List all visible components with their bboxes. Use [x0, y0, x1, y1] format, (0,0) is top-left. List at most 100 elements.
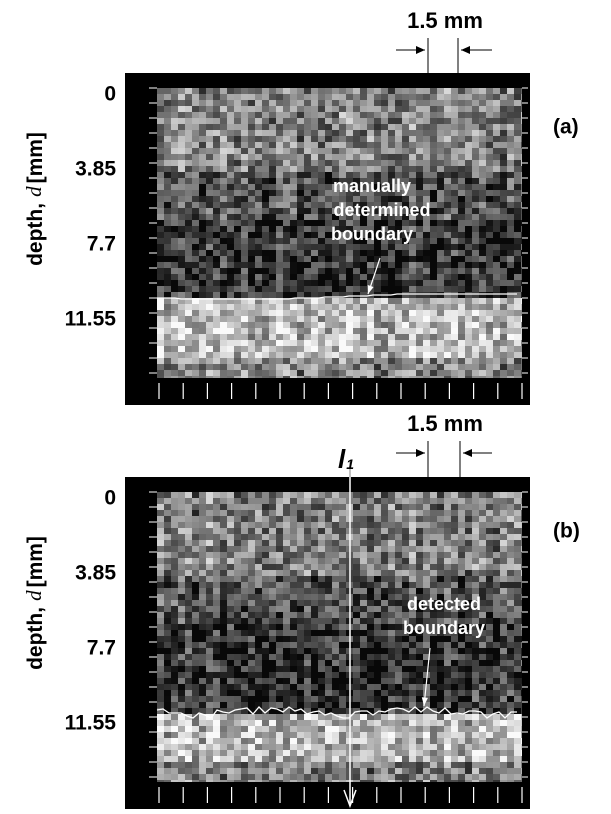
pixel	[339, 552, 346, 558]
pixel	[346, 136, 353, 142]
pixel	[507, 124, 514, 130]
pixel	[269, 612, 276, 618]
pixel	[171, 334, 178, 340]
pixel	[458, 528, 465, 534]
pixel	[430, 364, 437, 370]
pixel	[206, 618, 213, 624]
pixel	[416, 492, 423, 498]
pixel	[262, 202, 269, 208]
pixel	[409, 684, 416, 690]
pixel	[248, 256, 255, 262]
pixel	[500, 744, 507, 750]
pixel	[444, 690, 451, 696]
pixel	[283, 256, 290, 262]
pixel	[381, 160, 388, 166]
pixel	[444, 220, 451, 226]
pixel	[199, 636, 206, 642]
pixel	[248, 744, 255, 750]
pixel	[290, 196, 297, 202]
pixel	[402, 654, 409, 660]
pixel	[339, 696, 346, 702]
pixel	[199, 190, 206, 196]
pixel	[178, 516, 185, 522]
pixel	[185, 594, 192, 600]
pixel	[486, 100, 493, 106]
pixel	[164, 540, 171, 546]
pixel	[255, 172, 262, 178]
pixel	[234, 516, 241, 522]
pixel	[367, 118, 374, 124]
pixel	[269, 630, 276, 636]
pixel	[486, 94, 493, 100]
pixel	[339, 358, 346, 364]
pixel	[472, 552, 479, 558]
pixel	[171, 738, 178, 744]
pixel	[297, 558, 304, 564]
panel: 03.857.711.55depth,d[mm](b)1.5 mmdetecte…	[22, 411, 580, 809]
pixel	[248, 582, 255, 588]
pixel	[255, 106, 262, 112]
pixel	[220, 630, 227, 636]
pixel	[374, 720, 381, 726]
pixel	[360, 582, 367, 588]
pixel	[157, 130, 164, 136]
pixel	[381, 304, 388, 310]
pixel	[437, 726, 444, 732]
pixel	[185, 364, 192, 370]
pixel	[164, 238, 171, 244]
pixel	[206, 666, 213, 672]
pixel	[234, 684, 241, 690]
pixel	[437, 528, 444, 534]
pixel	[213, 202, 220, 208]
pixel	[500, 202, 507, 208]
pixel	[297, 202, 304, 208]
pixel	[444, 744, 451, 750]
pixel	[367, 570, 374, 576]
pixel	[227, 522, 234, 528]
pixel	[283, 364, 290, 370]
pixel	[199, 732, 206, 738]
pixel	[416, 142, 423, 148]
pixel	[514, 334, 521, 340]
pixel	[220, 370, 227, 376]
pixel	[416, 106, 423, 112]
pixel	[493, 154, 500, 160]
pixel	[325, 504, 332, 510]
pixel	[388, 624, 395, 630]
pixel	[269, 588, 276, 594]
pixel	[353, 540, 360, 546]
pixel	[332, 570, 339, 576]
pixel	[206, 624, 213, 630]
pixel	[157, 94, 164, 100]
pixel	[269, 618, 276, 624]
pixel	[507, 136, 514, 142]
pixel	[220, 178, 227, 184]
pixel	[248, 666, 255, 672]
pixel	[220, 148, 227, 154]
pixel	[388, 522, 395, 528]
pixel	[423, 376, 430, 378]
pixel	[486, 184, 493, 190]
pixel	[178, 190, 185, 196]
pixel	[269, 504, 276, 510]
pixel	[304, 528, 311, 534]
pixel	[444, 310, 451, 316]
pixel	[360, 352, 367, 358]
pixel	[213, 570, 220, 576]
pixel	[178, 600, 185, 606]
pixel	[507, 660, 514, 666]
pixel	[185, 726, 192, 732]
pixel	[395, 250, 402, 256]
pixel	[395, 148, 402, 154]
pixel	[234, 208, 241, 214]
pixel	[227, 124, 234, 130]
pixel	[234, 528, 241, 534]
pixel	[325, 112, 332, 118]
pixel	[164, 678, 171, 684]
pixel	[192, 304, 199, 310]
pixel	[255, 666, 262, 672]
pixel	[500, 286, 507, 292]
depth-tick-label: 0	[104, 83, 116, 106]
pixel	[304, 648, 311, 654]
pixel	[290, 208, 297, 214]
